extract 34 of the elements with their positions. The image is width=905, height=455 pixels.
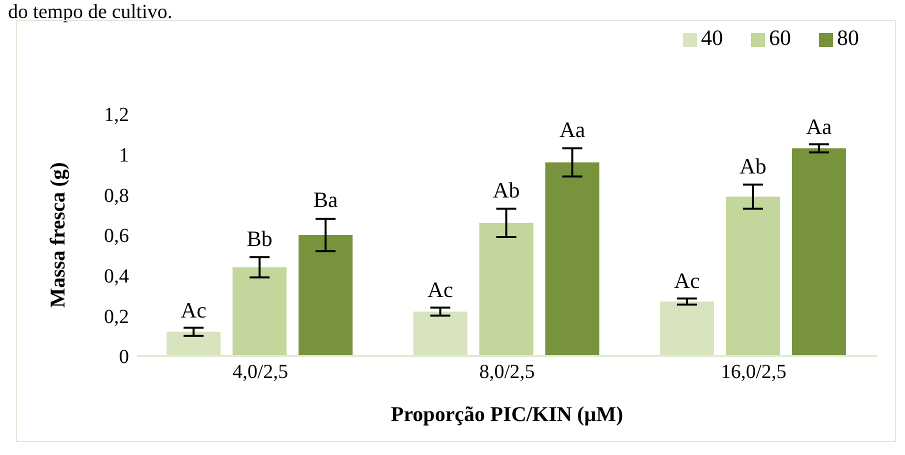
x-tick-label: 16,0/2,5 [720, 361, 786, 384]
y-tick-label: 0 [119, 346, 129, 368]
data-label: Ab [739, 153, 766, 178]
legend-label: 40 [701, 25, 723, 50]
y-tick-label: 0,8 [104, 184, 129, 207]
y-tick-label: 1 [119, 144, 129, 166]
data-label: Ab [492, 177, 520, 202]
bar [792, 148, 846, 356]
bar [166, 332, 221, 356]
data-label: Aa [806, 114, 832, 139]
x-tick-label: 4,0/2,5 [232, 361, 288, 384]
data-label: Ba [313, 187, 338, 212]
bar [479, 222, 534, 356]
bar [413, 312, 468, 356]
data-label: Bb [246, 226, 272, 252]
y-tick-label: 0,2 [104, 306, 129, 328]
x-axis-title: Proporção PIC/KIN (µM) [390, 402, 624, 426]
bar [545, 162, 600, 356]
legend-label: 60 [769, 25, 791, 50]
y-tick-label: 0,6 [104, 225, 129, 248]
data-label: Aa [559, 116, 586, 142]
bar [298, 235, 353, 356]
bar [232, 267, 287, 356]
data-label: Ac [427, 277, 454, 302]
text: do tempo de cultivo. [8, 1, 172, 23]
data-label: Ac [674, 268, 700, 294]
y-axis-title: Massa fresca (g) [45, 162, 70, 308]
bar [660, 302, 714, 356]
x-tick-label: 8,0/2,5 [479, 361, 535, 384]
y-tick-label: 0,4 [104, 265, 129, 288]
y-tick-label: 1,2 [104, 104, 129, 126]
legend-label: 80 [837, 25, 859, 50]
bar [726, 196, 780, 356]
data-label: Ac [180, 297, 207, 322]
